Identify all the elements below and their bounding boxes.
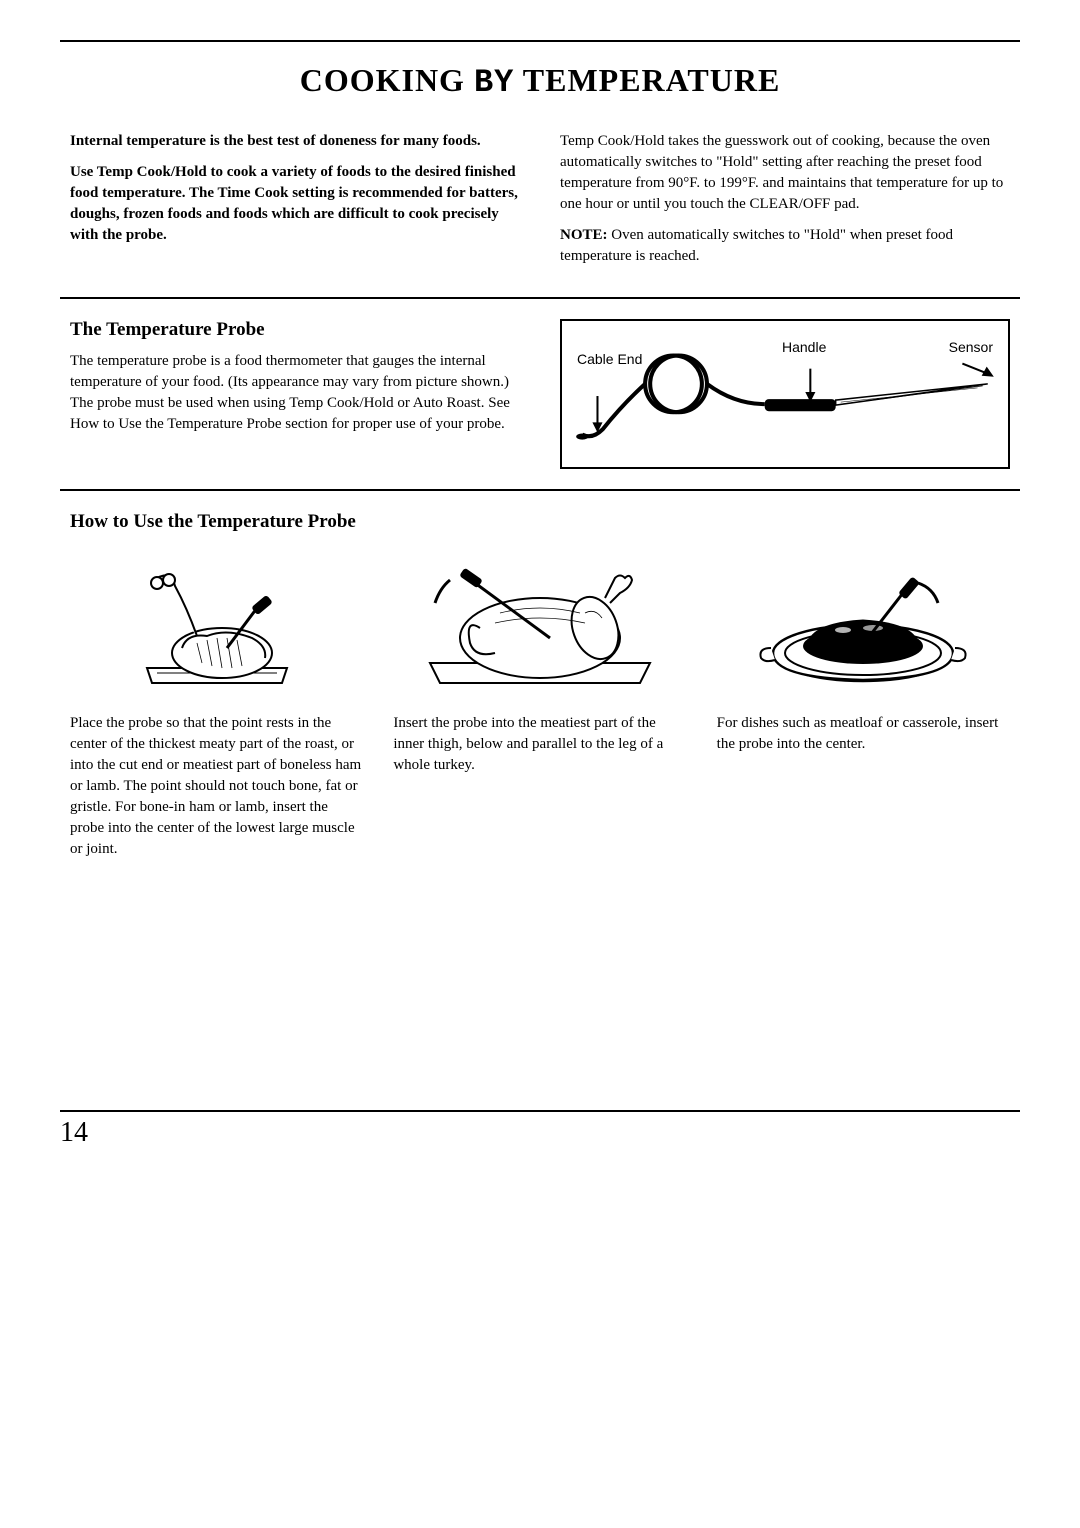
top-rule (60, 40, 1020, 42)
probe-right: Cable End Handle Sensor (560, 319, 1010, 469)
probe-section: The Temperature Probe The temperature pr… (60, 319, 1020, 469)
how-to-heading: How to Use the Temperature Probe (70, 511, 1010, 533)
col2-text: Insert the probe into the meatiest part … (393, 713, 686, 776)
divider-1 (60, 297, 1020, 299)
intro-left-column: Internal temperature is the best test of… (70, 131, 520, 277)
probe-heading: The Temperature Probe (70, 319, 520, 341)
probe-text: The temperature probe is a food thermome… (70, 351, 520, 435)
probe-svg (562, 321, 1008, 467)
note-text: Oven automatically switches to "Hold" wh… (560, 227, 953, 264)
probe-left: The Temperature Probe The temperature pr… (70, 319, 520, 469)
note-label: NOTE: (560, 227, 608, 243)
title-by: BY (474, 64, 514, 101)
intro-note: NOTE: Oven automatically switches to "Ho… (560, 225, 1010, 267)
turkey-illustration (393, 558, 686, 698)
page-footer: 14 (60, 1110, 1020, 1149)
casserole-illustration (717, 558, 1010, 698)
intro-p1: Internal temperature is the best test of… (70, 131, 520, 152)
roast-illustration (70, 558, 363, 698)
probe-diagram: Cable End Handle Sensor (560, 319, 1010, 469)
col-1: Place the probe so that the point rests … (70, 558, 363, 860)
divider-2 (60, 489, 1020, 491)
intro-section: Internal temperature is the best test of… (60, 131, 1020, 277)
page-title: COOKING BY TEMPERATURE (60, 62, 1020, 101)
intro-right-column: Temp Cook/Hold takes the guesswork out o… (560, 131, 1010, 277)
how-to-section: How to Use the Temperature Probe (60, 511, 1020, 860)
col3-text: For dishes such as meatloaf or casserole… (717, 713, 1010, 755)
how-to-columns: Place the probe so that the point rests … (70, 558, 1010, 860)
page-number: 14 (60, 1117, 1020, 1149)
title-part1: COOKING (300, 62, 465, 98)
title-part2: TEMPERATURE (523, 62, 781, 98)
col1-text: Place the probe so that the point rests … (70, 713, 363, 860)
col-3: For dishes such as meatloaf or casserole… (717, 558, 1010, 860)
intro-p2: Use Temp Cook/Hold to cook a variety of … (70, 162, 520, 246)
col-2: Insert the probe into the meatiest part … (393, 558, 686, 860)
intro-right-p1: Temp Cook/Hold takes the guesswork out o… (560, 131, 1010, 215)
